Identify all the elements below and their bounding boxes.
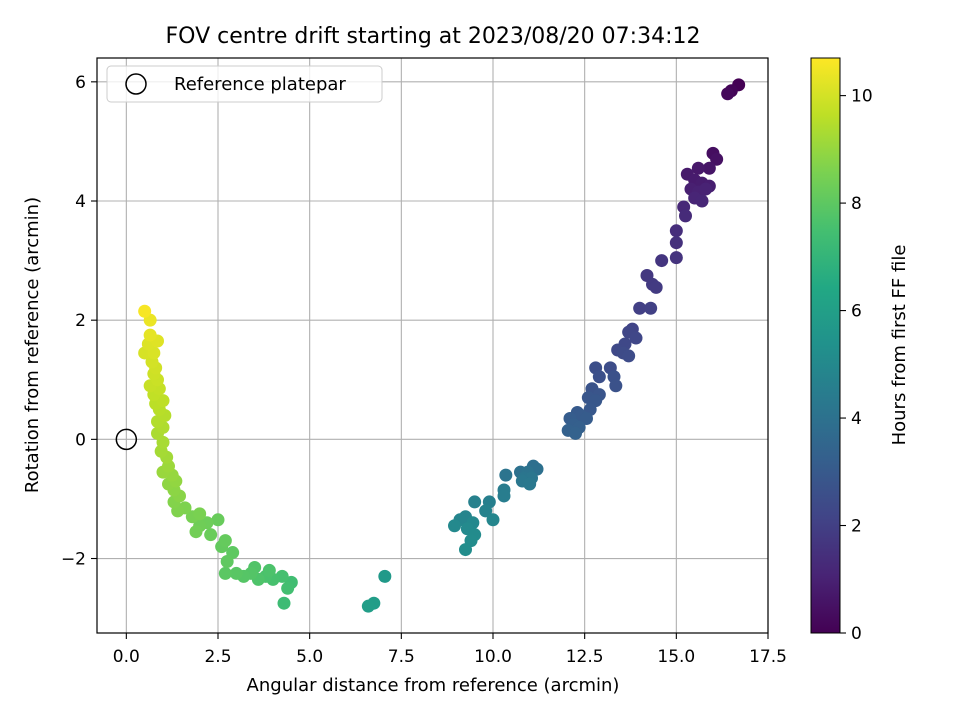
scatter-point [669,236,683,250]
scatter-point [609,379,623,393]
scatter-point [189,525,203,539]
colorbar-tick-label: 0 [851,624,862,644]
scatter-point [193,507,207,521]
scatter-point [361,599,375,613]
chart-title: FOV centre drift starting at 2023/08/20 … [166,24,701,49]
scatter-point [622,349,636,363]
scatter-point [695,194,709,208]
x-tick-label: 7.5 [388,647,415,667]
scatter-point [699,182,713,196]
colorbar-tick-label: 6 [851,302,862,322]
scatter-point [277,596,291,610]
legend-marker [125,73,147,95]
scatter-points [138,78,746,613]
colorbar-tick-label: 8 [851,194,862,214]
scatter-point [592,370,606,384]
scatter-point [669,224,683,238]
scatter-point [702,161,716,175]
colorbar: 0 2 4 6 8 10 Hours from first FF file [810,57,910,644]
scatter-point [523,477,537,491]
scatter-point [262,563,276,577]
x-tick-label: 0.0 [113,647,140,667]
scatter-point [468,495,482,509]
scatter-point [499,468,513,482]
y-axis: −2 0 2 4 6 [61,73,97,570]
colorbar-gradient [810,57,841,634]
scatter-point [156,394,170,408]
y-tick-label: −2 [61,550,86,570]
scatter-point [479,504,493,518]
scatter-point [710,152,724,166]
reference-platepar-marker [115,428,138,451]
y-tick-label: 4 [75,192,86,212]
scatter-point [569,426,582,440]
scatter-point [378,569,392,583]
x-tick-label: 2.5 [204,647,231,667]
scatter-point [649,280,663,294]
colorbar-ticks: 0 2 4 6 8 10 [840,87,873,644]
scatter-point [629,331,643,345]
colorbar-label: Hours from first FF file [889,245,910,446]
scatter-point [497,489,511,503]
scatter-point [679,209,692,223]
scatter-point [669,251,683,265]
colorbar-tick-label: 2 [851,517,862,537]
scatter-point [644,301,658,315]
colorbar-tick-label: 10 [851,87,873,107]
x-tick-label: 15.0 [657,647,695,667]
scatter-point [281,581,295,595]
x-axis: 0.0 2.5 5.0 7.5 10.0 12.5 15.0 17.5 [113,633,787,667]
x-tick-label: 10.0 [474,647,512,667]
grid [97,58,769,633]
y-tick-label: 0 [75,430,86,450]
y-axis-label: Rotation from reference (arcmin) [22,197,43,493]
x-tick-label: 5.0 [296,647,323,667]
scatter-point [218,566,232,580]
plot-frame [96,57,769,634]
legend-label: Reference platepar [174,74,346,95]
scatter-point [459,543,472,557]
scatter-point [211,513,225,527]
legend-box [106,65,383,103]
scatter-point [448,519,461,533]
legend: Reference platepar [106,65,383,103]
scatter-point [218,534,232,548]
scatter-point [229,566,243,580]
scatter-point [143,328,157,342]
x-tick-label: 17.5 [749,647,787,667]
colorbar-tick-label: 4 [851,409,862,429]
y-tick-label: 6 [75,73,86,93]
scatter-point [691,161,705,175]
x-tick-label: 12.5 [566,647,604,667]
scatter-point [138,304,152,318]
scatter-point [580,411,593,425]
scatter-point [486,513,500,527]
scatter-point [220,554,234,568]
scatter-point [204,528,218,542]
y-tick-label: 2 [75,311,86,331]
x-axis-label: Angular distance from reference (arcmin) [247,675,620,696]
scatter-point [721,87,735,101]
scatter-point [655,254,669,268]
scatter-point [633,301,647,315]
reference-point [115,428,138,451]
